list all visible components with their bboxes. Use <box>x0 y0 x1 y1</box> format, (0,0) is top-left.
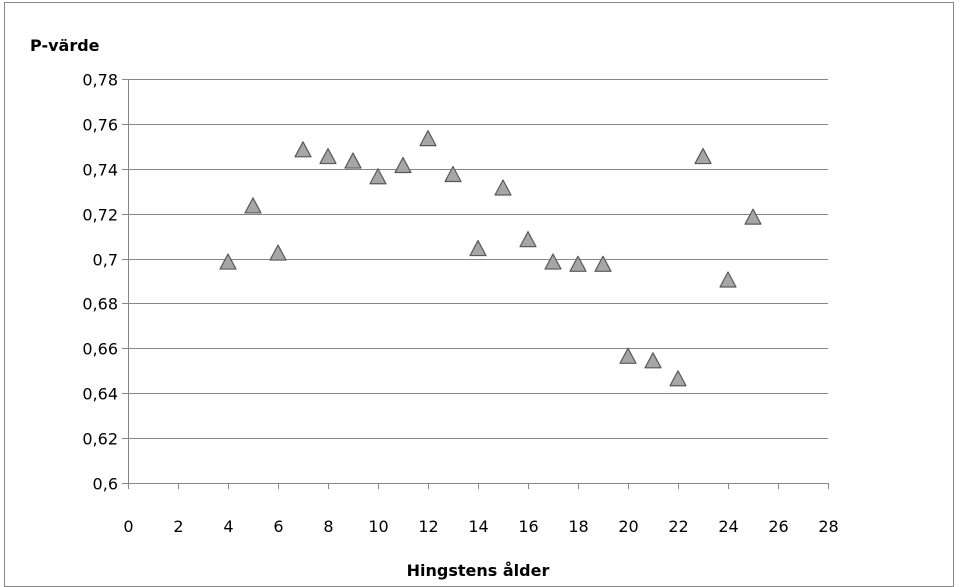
data-point-triangle <box>719 271 737 288</box>
data-point-triangle <box>594 255 612 272</box>
data-point-triangle <box>694 147 712 165</box>
x-tick-label: 22 <box>668 517 688 536</box>
data-point-triangle <box>444 165 462 183</box>
y-tick-label: 0,62 <box>82 430 118 449</box>
y-tick-label: 0,78 <box>82 71 118 90</box>
data-point-triangle <box>669 370 687 387</box>
x-tick-label: 4 <box>223 517 233 536</box>
x-tick-label: 0 <box>123 517 133 536</box>
y-tick-label: 0,7 <box>93 251 118 270</box>
data-point-triangle <box>744 208 762 225</box>
x-tick-label: 26 <box>768 517 788 536</box>
x-tick-labels: 0 2 4 6 8 10 12 14 16 18 20 22 24 26 28 <box>123 517 838 536</box>
y-tick-label: 0,74 <box>82 161 118 180</box>
y-tick-labels: 0,6 0,62 0,64 0,66 0,68 0,7 0,72 0,74 0,76 0,78 <box>82 71 118 494</box>
y-tick-label: 0,68 <box>82 295 118 314</box>
data-point-triangle <box>219 253 237 270</box>
x-tick-label: 24 <box>718 517 738 536</box>
data-point-triangle <box>294 141 312 158</box>
data-point-triangle <box>269 244 287 261</box>
x-tick-label: 12 <box>418 517 438 536</box>
data-point-triangle <box>644 352 662 369</box>
y-tick-label: 0,66 <box>82 340 118 359</box>
data-points <box>219 130 762 387</box>
y-tick-label: 0,64 <box>82 385 118 404</box>
data-point-triangle <box>419 130 437 147</box>
data-point-triangle <box>569 255 587 272</box>
data-point-triangle <box>494 179 512 196</box>
chart-frame <box>4 2 954 587</box>
x-tick-label: 28 <box>818 517 838 536</box>
gridlines <box>128 79 828 439</box>
data-point-triangle <box>469 239 487 257</box>
y-tick-label: 0,6 <box>93 475 118 494</box>
x-tick-label: 8 <box>323 517 333 536</box>
axes <box>122 79 829 489</box>
x-tick-label: 6 <box>273 517 283 536</box>
data-point-triangle <box>319 147 337 165</box>
x-tick-label: 20 <box>618 517 638 536</box>
y-axis-title: P-värde <box>30 36 100 55</box>
y-tick-label: 0,72 <box>82 206 118 225</box>
data-point-triangle <box>394 156 412 174</box>
x-tick-label: 2 <box>173 517 183 536</box>
data-point-triangle <box>344 152 362 169</box>
data-point-triangle <box>519 231 537 248</box>
x-tick-label: 14 <box>468 517 488 536</box>
data-point-triangle <box>244 197 262 214</box>
data-point-triangle <box>619 347 637 364</box>
y-tick-label: 0,76 <box>82 116 118 135</box>
x-axis-title: Hingstens ålder <box>407 561 550 580</box>
data-point-triangle <box>369 168 387 185</box>
x-tick-label: 18 <box>568 517 588 536</box>
x-tick-label: 16 <box>518 517 538 536</box>
data-point-triangle <box>544 253 562 270</box>
x-tick-label: 10 <box>368 517 388 536</box>
